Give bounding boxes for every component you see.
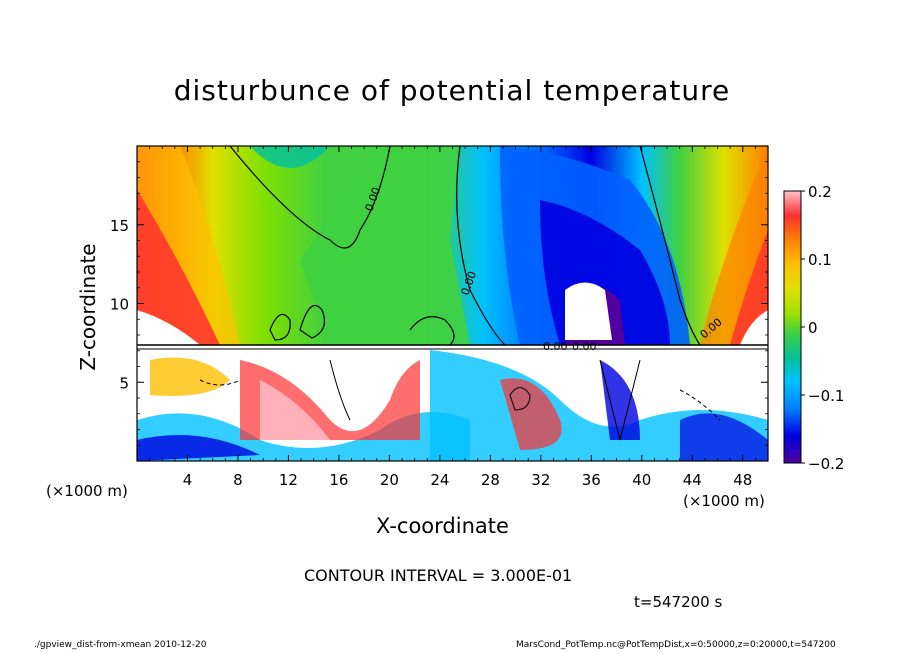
colorbar — [783, 190, 802, 464]
x-tick-label: 24 — [430, 471, 449, 489]
contour-interval-text: CONTOUR INTERVAL = 3.000E-01 — [304, 566, 573, 585]
colorbar-tick-label: −0.1 — [808, 387, 844, 405]
colorbar-tick-label: 0.2 — [808, 183, 832, 201]
y-axis: 5 10 15 — [110, 161, 768, 446]
x-tick-label: 36 — [582, 471, 601, 489]
heatmap-field — [137, 146, 768, 461]
x-tick-label: 32 — [531, 471, 550, 489]
colorbar-tick-label: 0.1 — [808, 251, 832, 269]
colorbar-tick-label: −0.2 — [808, 455, 844, 473]
chart-title: disturbunce of potential temperature — [173, 74, 731, 107]
x-tick-label: 12 — [279, 471, 298, 489]
x-tick-label: 4 — [183, 471, 193, 489]
x-tick-label: 48 — [733, 471, 752, 489]
contour-label: 0.00 — [543, 340, 568, 353]
x-tick-label: 40 — [632, 471, 651, 489]
y-tick-label: 10 — [110, 296, 129, 314]
x-tick-label: 44 — [683, 471, 702, 489]
x-tick-label: 28 — [481, 471, 500, 489]
y-tick-label: 15 — [110, 217, 129, 235]
footer-left: ./gpview_dist-from-xmean 2010-12-20 — [34, 640, 207, 650]
x-tick-label: 20 — [380, 471, 399, 489]
y-tick-label: 5 — [119, 374, 129, 392]
colorbar-ticks: 0.2 0.1 0 −0.1 −0.2 — [801, 183, 844, 473]
contour-label: 0.00 — [572, 340, 597, 353]
x-axis-label: X-coordinate — [376, 514, 509, 538]
time-label: t=547200 s — [634, 593, 723, 611]
x-tick-label: 16 — [329, 471, 348, 489]
x-unit-label-right: (×1000 m) — [683, 492, 765, 510]
y-axis-label: Z-coordinate — [76, 243, 100, 371]
footer-right: MarsCond_PotTemp.nc@PotTempDist,x=0:5000… — [516, 640, 836, 650]
x-tick-label: 8 — [233, 471, 243, 489]
x-unit-label-left: (×1000 m) — [46, 482, 128, 500]
colorbar-tick-label: 0 — [808, 319, 818, 337]
x-axis: 4 8 12 16 20 24 28 32 36 40 44 48 — [149, 146, 756, 489]
